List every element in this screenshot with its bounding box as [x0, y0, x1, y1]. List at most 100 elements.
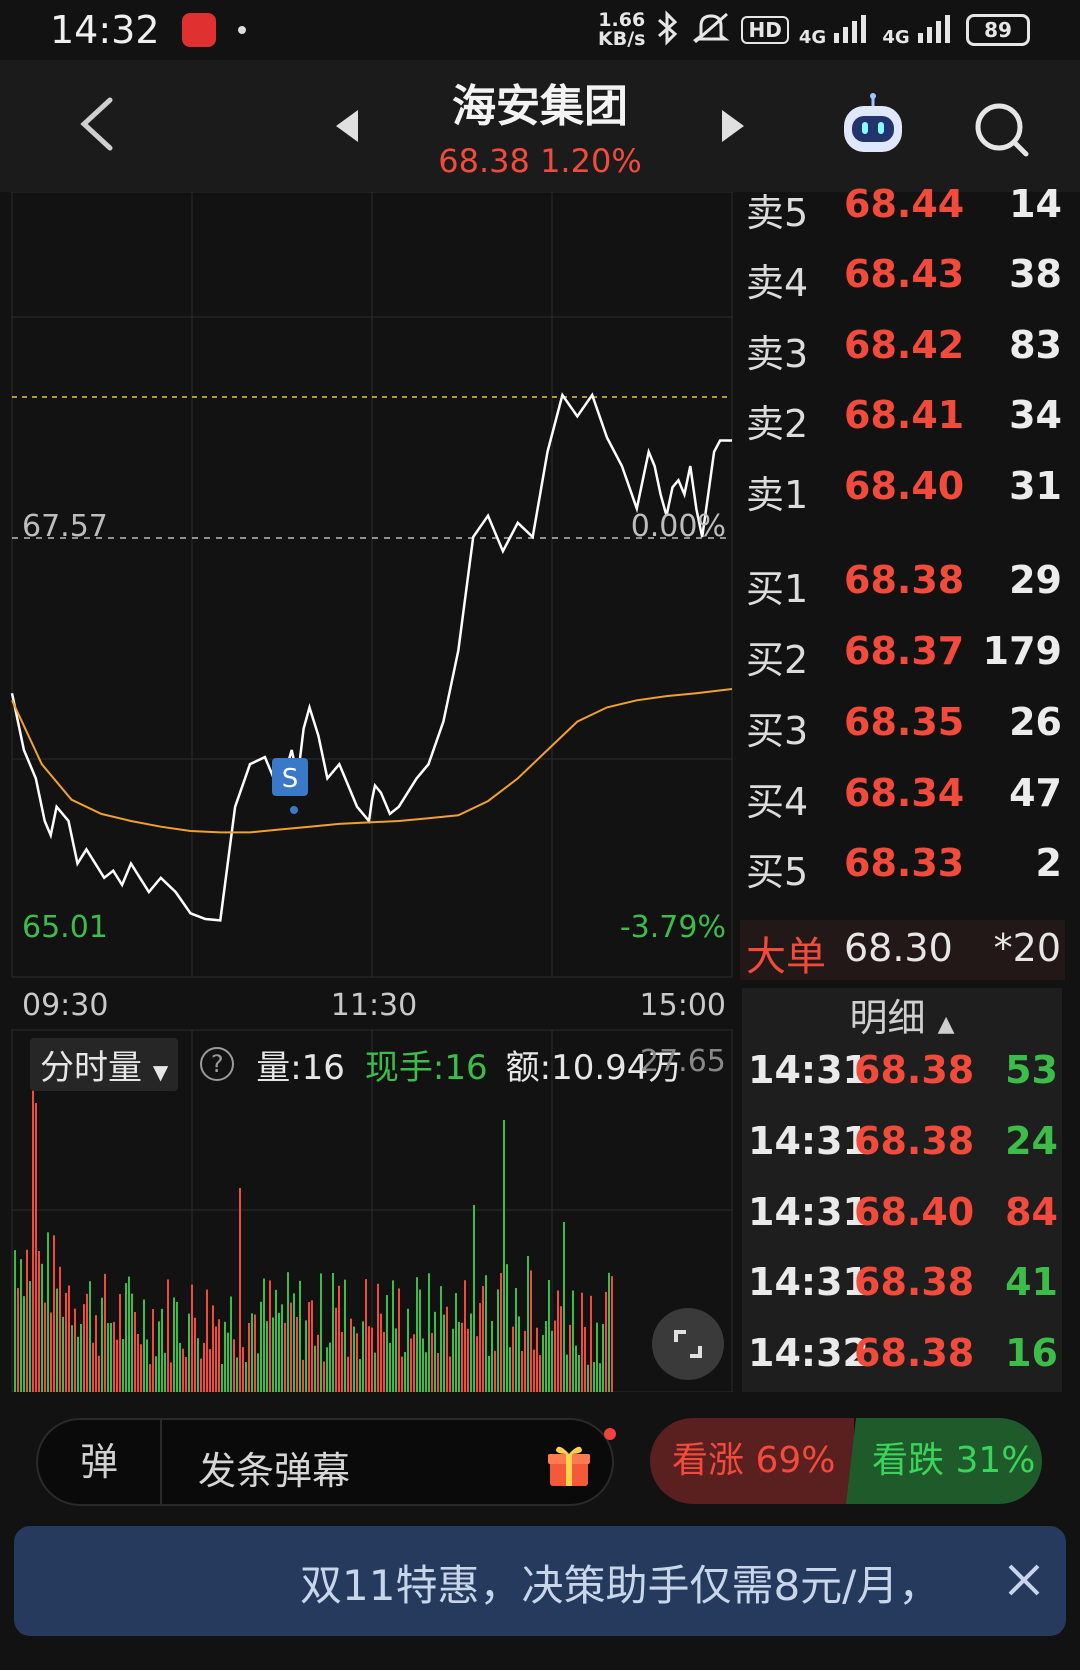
close-icon[interactable] — [1002, 1558, 1046, 1602]
bid-row-5[interactable]: 买5 68.33 2 — [746, 841, 1062, 894]
volume-bar — [386, 1295, 388, 1392]
stock-name: 海安集团 — [452, 81, 628, 132]
volume-bar — [515, 1287, 517, 1392]
title-bar: 海安集团 68.38 1.20% — [0, 60, 1080, 192]
dropdown-arrow-icon: ▼ — [152, 1059, 169, 1084]
sell-marker[interactable]: S — [272, 758, 308, 814]
stock-change-pct: 1.20% — [540, 142, 642, 180]
volume-bar — [596, 1322, 598, 1392]
volume-bar — [173, 1297, 175, 1392]
trade-detail-panel[interactable]: 明细 ▲ 14:31 68.38 53 14:31 68.38 24 14:31… — [742, 988, 1062, 1392]
volume-bar — [551, 1330, 553, 1392]
volume-bar — [17, 1288, 19, 1392]
volume-bar — [107, 1323, 109, 1392]
ask-row-2[interactable]: 卖2 68.41 34 — [746, 393, 1062, 446]
bid-row-3[interactable]: 买3 68.35 26 — [746, 700, 1062, 753]
bid-row-4[interactable]: 买4 68.34 47 — [746, 771, 1062, 824]
gift-icon[interactable] — [546, 1442, 592, 1488]
volume-bar — [497, 1289, 499, 1392]
volume-bar — [104, 1273, 106, 1392]
bid-row-2[interactable]: 买2 68.37 179 — [746, 629, 1062, 682]
bid-row-1[interactable]: 买1 68.38 29 — [746, 558, 1062, 611]
prev-close-pct: 0.00% — [631, 509, 726, 544]
volume-bar — [116, 1339, 118, 1392]
volume-bar — [404, 1352, 406, 1392]
volume-bar — [176, 1301, 178, 1392]
volume-bar — [200, 1358, 202, 1392]
bearish-vote-button[interactable]: 看跌 31% — [846, 1418, 1042, 1504]
volume-bar — [38, 1250, 40, 1392]
prev-stock-button[interactable] — [334, 108, 360, 148]
volume-bar — [275, 1289, 277, 1392]
volume-bar — [329, 1342, 331, 1392]
volume-bar — [185, 1357, 187, 1392]
bluetooth-icon — [655, 9, 681, 51]
volume-bar — [347, 1356, 349, 1392]
volume-bar — [86, 1293, 88, 1392]
status-time: 14:32 — [50, 8, 160, 52]
ask-row-3[interactable]: 卖3 68.42 83 — [746, 323, 1062, 376]
volume-bar — [65, 1292, 67, 1392]
volume-bar — [578, 1354, 580, 1392]
search-icon[interactable] — [972, 100, 1032, 160]
volume-bar — [377, 1283, 379, 1392]
volume-bar — [446, 1306, 448, 1392]
volume-bar — [476, 1336, 478, 1392]
volume-bar — [605, 1291, 607, 1392]
next-stock-button[interactable] — [720, 108, 746, 148]
ask-row-5[interactable]: 卖5 68.44 14 — [746, 182, 1062, 235]
barrage-toggle-button[interactable]: 弹 — [38, 1420, 162, 1504]
volume-bar — [266, 1321, 268, 1392]
volume-bar — [524, 1330, 526, 1392]
volume-bar — [473, 1205, 475, 1392]
volume-bar — [236, 1357, 238, 1392]
volume-bar — [56, 1288, 58, 1392]
intraday-chart[interactable]: S 67.57 0.00% 65.01 -3.79% 09:30 11:30 1… — [10, 192, 736, 1392]
volume-bar — [281, 1304, 283, 1392]
volume-bar — [353, 1326, 355, 1392]
volume-bar — [317, 1334, 319, 1392]
volume-bar — [212, 1305, 214, 1392]
volume-bar — [407, 1308, 409, 1392]
volume-bar — [425, 1352, 427, 1392]
ask-row-1[interactable]: 卖1 68.40 31 — [746, 464, 1062, 517]
barrage-input[interactable]: 发条弹幕 — [198, 1449, 351, 1493]
volume-bar — [209, 1349, 211, 1392]
volume-bar — [521, 1351, 523, 1392]
bullish-vote-button[interactable]: 看涨 69% — [650, 1418, 854, 1504]
network-speed: 1.66 KB/s — [598, 9, 646, 50]
volume-bar — [326, 1347, 328, 1392]
volume-bar — [233, 1339, 235, 1392]
volume-bar — [311, 1300, 313, 1392]
trade-row: 14:32 68.38 16 — [748, 1331, 1058, 1375]
ask-row-4[interactable]: 卖4 68.43 38 — [746, 252, 1062, 305]
volume-bar — [35, 1103, 37, 1392]
trade-row: 14:31 68.38 41 — [748, 1260, 1058, 1304]
volume-bar — [395, 1328, 397, 1392]
volume-bar — [464, 1280, 466, 1392]
back-button[interactable] — [70, 94, 130, 154]
volume-bar — [125, 1283, 127, 1392]
volume-bar — [143, 1299, 145, 1392]
fullscreen-button[interactable] — [652, 1308, 724, 1380]
detail-header[interactable]: 明细 ▲ — [849, 996, 955, 1040]
volume-bar — [170, 1362, 172, 1392]
volume-type-dropdown[interactable]: 分时量 ▼ — [30, 1037, 179, 1091]
volume-bar — [188, 1313, 190, 1392]
volume-bar — [203, 1342, 205, 1392]
promo-banner[interactable]: 双11特惠，决策助手仅需8元/月， — [14, 1526, 1066, 1636]
volume-bar — [368, 1326, 370, 1392]
assistant-robot-icon[interactable] — [838, 92, 908, 162]
volume-bar — [560, 1306, 562, 1392]
signal-icon: 4G — [799, 13, 873, 48]
volume-bar — [332, 1273, 334, 1392]
help-icon[interactable]: ? — [200, 1047, 235, 1081]
volume-bar — [314, 1345, 316, 1392]
volume-bar — [53, 1235, 55, 1392]
volume-bar — [437, 1353, 439, 1392]
volume-bar — [23, 1296, 25, 1392]
volume-bar — [323, 1361, 325, 1392]
volume-bar — [590, 1295, 592, 1392]
big-order-row[interactable]: 大单 68.30 *20 — [740, 920, 1065, 980]
volume-bar — [416, 1277, 418, 1392]
